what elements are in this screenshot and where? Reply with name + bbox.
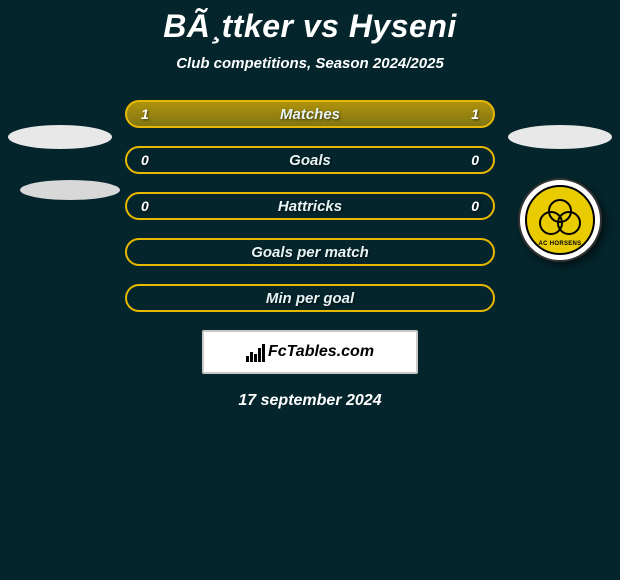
club-badge-inner: AC HORSENS xyxy=(525,185,595,255)
stat-row-matches: 1 Matches 1 xyxy=(125,100,495,128)
page-subtitle: Club competitions, Season 2024/2025 xyxy=(0,55,620,72)
fctables-link[interactable]: FcTables.com xyxy=(202,330,418,374)
stat-row-gpm: Goals per match xyxy=(125,238,495,266)
fctables-text: FcTables.com xyxy=(268,343,374,361)
stat-right-value: 0 xyxy=(471,198,479,214)
club-badge-text: AC HORSENS xyxy=(538,241,581,247)
club-badge: AC HORSENS xyxy=(518,178,602,262)
stat-label: Matches xyxy=(280,106,340,123)
date-text: 17 september 2024 xyxy=(0,392,620,410)
chart-bars-icon xyxy=(246,342,266,362)
club-rings-icon xyxy=(539,199,581,237)
stat-row-goals: 0 Goals 0 xyxy=(125,146,495,174)
stat-row-mpg: Min per goal xyxy=(125,284,495,312)
stat-label: Hattricks xyxy=(278,198,342,215)
player-left-placeholder-1 xyxy=(8,125,112,149)
stat-row-hattricks: 0 Hattricks 0 xyxy=(125,192,495,220)
stat-left-value: 0 xyxy=(141,152,149,168)
stat-right-value: 0 xyxy=(471,152,479,168)
stat-left-value: 0 xyxy=(141,198,149,214)
player-left-placeholder-2 xyxy=(20,180,120,200)
stat-label: Goals xyxy=(289,152,331,169)
fctables-badge-content: FcTables.com xyxy=(246,342,374,362)
stat-label: Goals per match xyxy=(251,244,369,261)
page-title: BÃ¸ttker vs Hyseni xyxy=(0,0,620,45)
stat-label: Min per goal xyxy=(266,290,354,307)
player-right-placeholder xyxy=(508,125,612,149)
stat-left-value: 1 xyxy=(141,106,149,122)
stat-right-value: 1 xyxy=(471,106,479,122)
